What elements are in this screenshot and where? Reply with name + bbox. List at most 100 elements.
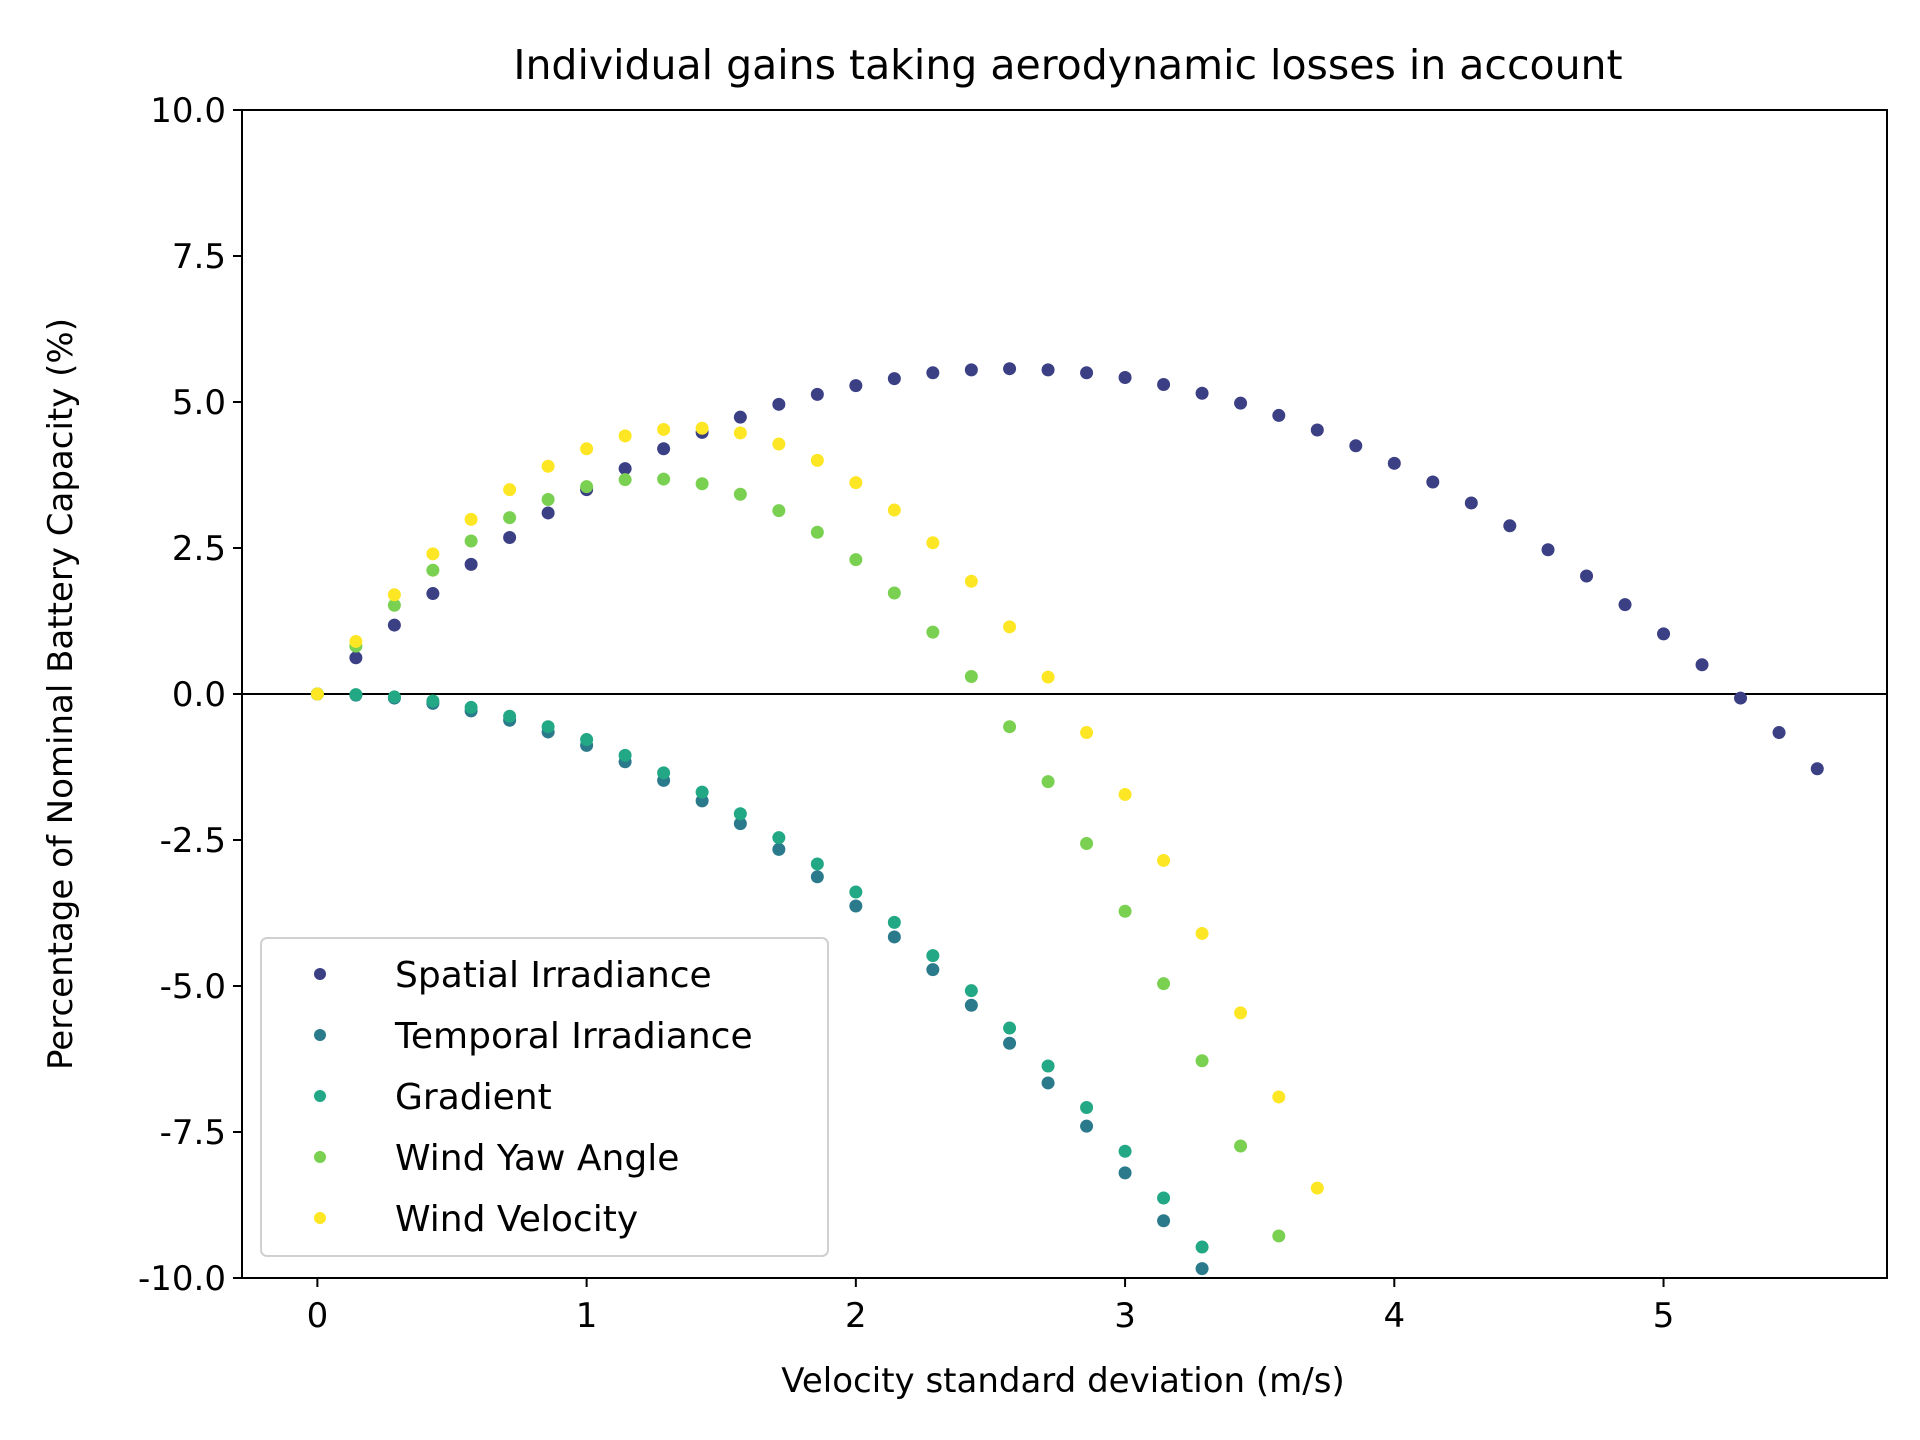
point-spatial-irradiance <box>1387 456 1401 470</box>
point-wind-yaw-angle <box>1003 720 1017 734</box>
x-tick-label: 4 <box>1383 1296 1405 1336</box>
point-wind-velocity <box>849 476 863 490</box>
point-temporal-irradiance <box>926 963 940 977</box>
legend-label-gradient: Gradient <box>395 1077 552 1118</box>
point-spatial-irradiance <box>349 651 363 665</box>
legend: Spatial Irradiance Temporal Irradiance G… <box>260 937 829 1257</box>
point-spatial-irradiance <box>1580 569 1594 583</box>
point-wind-yaw-angle <box>810 525 824 539</box>
point-wind-velocity <box>1118 787 1132 801</box>
point-wind-velocity <box>541 459 555 473</box>
point-temporal-irradiance <box>1118 1166 1132 1180</box>
point-wind-yaw-angle <box>464 534 478 548</box>
point-wind-velocity <box>1080 726 1094 740</box>
point-wind-yaw-angle <box>1080 837 1094 851</box>
point-wind-yaw-angle <box>426 563 440 577</box>
series-wind-yaw-angle <box>310 472 1286 1243</box>
point-wind-yaw-angle <box>503 511 517 525</box>
point-wind-velocity <box>1195 926 1209 940</box>
point-wind-yaw-angle <box>733 487 747 501</box>
legend-label-spatial-irradiance: Spatial Irradiance <box>395 955 712 996</box>
y-axis-title: Percentage of Nominal Battery Capacity (… <box>41 318 81 1070</box>
point-gradient <box>349 688 363 702</box>
point-spatial-irradiance <box>1541 543 1555 557</box>
point-wind-velocity <box>772 437 786 451</box>
point-gradient <box>464 700 478 714</box>
point-gradient <box>426 694 440 708</box>
y-tick-label: 7.5 <box>172 237 226 277</box>
y-tick-label: -7.5 <box>160 1113 226 1153</box>
point-wind-velocity <box>1003 620 1017 634</box>
point-wind-yaw-angle <box>772 504 786 518</box>
legend-marker-wind-yaw-angle <box>314 1151 326 1163</box>
series-gradient <box>310 687 1209 1254</box>
legend-marker-gradient <box>314 1090 326 1102</box>
point-gradient <box>926 949 940 963</box>
point-spatial-irradiance <box>1195 386 1209 400</box>
legend-marker-wind-velocity <box>314 1212 326 1224</box>
point-wind-velocity <box>1041 670 1055 684</box>
point-temporal-irradiance <box>1157 1214 1171 1228</box>
point-wind-velocity <box>964 574 978 588</box>
point-wind-velocity <box>1272 1090 1286 1104</box>
point-temporal-irradiance <box>964 998 978 1012</box>
point-gradient <box>541 720 555 734</box>
point-wind-velocity <box>426 547 440 561</box>
point-wind-yaw-angle <box>964 669 978 683</box>
point-spatial-irradiance <box>1157 377 1171 391</box>
point-temporal-irradiance <box>849 899 863 913</box>
point-spatial-irradiance <box>1118 370 1132 384</box>
point-spatial-irradiance <box>926 366 940 380</box>
point-wind-velocity <box>887 503 901 517</box>
point-spatial-irradiance <box>1349 439 1363 453</box>
point-wind-velocity <box>464 512 478 526</box>
point-spatial-irradiance <box>1426 475 1440 489</box>
point-spatial-irradiance <box>1772 726 1786 740</box>
point-gradient <box>772 831 786 845</box>
point-wind-velocity <box>580 442 594 456</box>
point-gradient <box>733 807 747 821</box>
y-tick-label: -10.0 <box>138 1259 226 1299</box>
chart-title: Individual gains taking aerodynamic loss… <box>513 41 1622 89</box>
point-gradient <box>1157 1191 1171 1205</box>
point-wind-yaw-angle <box>657 472 671 486</box>
point-wind-velocity <box>1234 1006 1248 1020</box>
point-temporal-irradiance <box>733 817 747 831</box>
point-wind-yaw-angle <box>695 477 709 491</box>
point-temporal-irradiance <box>810 870 824 884</box>
point-gradient <box>695 785 709 799</box>
point-wind-velocity <box>387 588 401 602</box>
point-wind-velocity <box>349 634 363 648</box>
point-spatial-irradiance <box>849 379 863 393</box>
point-spatial-irradiance <box>1234 396 1248 410</box>
legend-marker-temporal-irradiance <box>314 1029 326 1041</box>
point-gradient <box>503 709 517 723</box>
point-wind-yaw-angle <box>849 553 863 567</box>
point-spatial-irradiance <box>387 618 401 632</box>
x-tick-label: 2 <box>845 1296 867 1336</box>
legend-label-wind-velocity: Wind Velocity <box>395 1199 638 1240</box>
point-gradient <box>580 733 594 747</box>
y-tick-label: -2.5 <box>160 821 226 861</box>
point-spatial-irradiance <box>1080 366 1094 380</box>
legend-label-temporal-irradiance: Temporal Irradiance <box>394 1016 753 1057</box>
point-temporal-irradiance <box>1041 1076 1055 1090</box>
point-spatial-irradiance <box>772 397 786 411</box>
point-wind-yaw-angle <box>926 625 940 639</box>
point-gradient <box>1118 1144 1132 1158</box>
point-wind-yaw-angle <box>1041 775 1055 789</box>
point-gradient <box>964 984 978 998</box>
point-gradient <box>887 915 901 929</box>
point-wind-yaw-angle <box>618 473 632 487</box>
point-spatial-irradiance <box>1003 362 1017 376</box>
point-spatial-irradiance <box>1041 363 1055 377</box>
point-spatial-irradiance <box>464 557 478 571</box>
point-temporal-irradiance <box>887 930 901 944</box>
point-wind-velocity <box>926 536 940 550</box>
point-spatial-irradiance <box>1810 762 1824 776</box>
point-spatial-irradiance <box>1503 519 1517 533</box>
point-gradient <box>657 766 671 780</box>
point-wind-velocity <box>503 483 517 497</box>
point-spatial-irradiance <box>887 372 901 386</box>
